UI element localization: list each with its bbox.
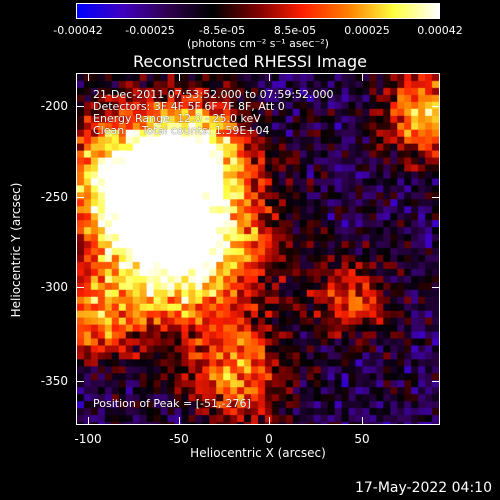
- tick-mark: [88, 417, 89, 425]
- info-energy-range: Energy Range: 12.0 - 25.0 keV: [93, 112, 261, 125]
- tick-mark: [432, 381, 440, 382]
- tick-mark: [88, 73, 89, 81]
- x-tick-label: 50: [354, 432, 370, 446]
- colorbar-tick-label: 0.00025: [344, 24, 390, 37]
- y-tick-label: -300: [40, 280, 68, 294]
- x-tick-label: -50: [169, 432, 189, 446]
- plot-area: [76, 73, 440, 425]
- tick-mark: [76, 287, 84, 288]
- tick-mark: [76, 197, 84, 198]
- colorbar-tick-label: 0.00042: [417, 24, 463, 37]
- heatmap-image: [77, 74, 439, 424]
- y-tick-label: -200: [40, 99, 68, 113]
- footer-timestamp: 17-May-2022 04:10: [354, 480, 492, 496]
- info-time-range: 21-Dec-2011 07:53:52.000 to 07:59:52.000: [93, 88, 334, 101]
- colorbar-units-label: (photons cm⁻² s⁻¹ asec⁻²): [187, 37, 329, 50]
- y-axis-label: Heliocentric Y (arcsec): [9, 182, 23, 318]
- info-detectors: Detectors: 3F 4F 5F 6F 7F 8F, Att 0: [93, 100, 285, 113]
- x-tick-label: -100: [74, 432, 102, 446]
- colorbar-tick-label: 8.5e-05: [273, 24, 317, 37]
- colorbar: [76, 3, 440, 19]
- plot-title: Reconstructed RHESSI Image: [133, 52, 367, 71]
- colorbar-tick-label: -0.00025: [125, 24, 175, 37]
- info-peak-position: Position of Peak = [-51,-276]: [93, 397, 251, 410]
- tick-mark: [76, 106, 84, 107]
- colorbar-tick-label: -8.5e-05: [198, 24, 246, 37]
- x-axis-label: Heliocentric X (arcsec): [190, 446, 326, 460]
- tick-mark: [269, 73, 270, 81]
- x-tick-label: 0: [265, 432, 273, 446]
- tick-mark: [432, 287, 440, 288]
- tick-mark: [432, 106, 440, 107]
- tick-mark: [179, 73, 180, 81]
- colorbar-tick-label: -0.00042: [53, 24, 103, 37]
- y-tick-label: -350: [40, 374, 68, 388]
- tick-mark: [76, 381, 84, 382]
- tick-mark: [432, 197, 440, 198]
- y-tick-label: -250: [40, 190, 68, 204]
- tick-mark: [362, 417, 363, 425]
- info-clean-counts: Clean Total counts: 1.59E+04: [93, 124, 270, 137]
- tick-mark: [362, 73, 363, 81]
- tick-mark: [269, 417, 270, 425]
- tick-mark: [179, 417, 180, 425]
